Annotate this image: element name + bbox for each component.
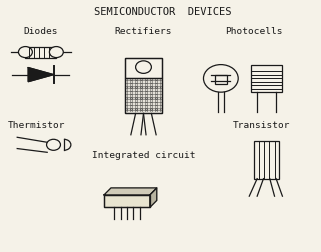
Text: Thermistor: Thermistor [7, 121, 65, 130]
Bar [25, 47, 56, 58]
Bar [104, 195, 150, 207]
Text: Rectifiers: Rectifiers [115, 27, 172, 36]
Text: Photocells: Photocells [225, 27, 283, 36]
Bar [254, 141, 279, 179]
Text: Integrated circuit: Integrated circuit [92, 151, 195, 160]
Bar [125, 78, 162, 113]
Bar [125, 58, 162, 113]
Bar [251, 65, 282, 92]
Circle shape [19, 47, 32, 58]
Text: Transistor: Transistor [233, 121, 291, 130]
Bar [214, 75, 227, 84]
Bar [125, 58, 162, 78]
Circle shape [47, 139, 60, 150]
Polygon shape [104, 188, 157, 195]
Polygon shape [28, 68, 54, 82]
Text: SEMICONDUCTOR  DEVICES: SEMICONDUCTOR DEVICES [94, 7, 231, 17]
Text: Diodes: Diodes [24, 27, 58, 36]
Circle shape [49, 47, 63, 58]
Circle shape [135, 61, 152, 73]
Circle shape [204, 65, 238, 92]
Bar [104, 195, 150, 207]
Polygon shape [150, 188, 157, 207]
